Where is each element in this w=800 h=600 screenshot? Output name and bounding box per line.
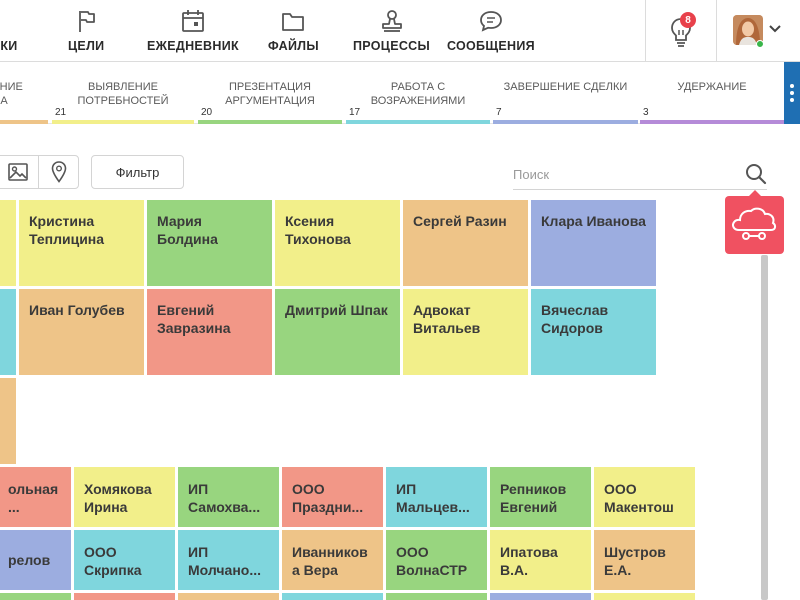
cloud-icon (732, 207, 777, 240)
nav-item-files[interactable]: ФАЙЛЫ (268, 8, 319, 58)
folder-icon (282, 13, 305, 31)
filter-button[interactable]: Фильтр (91, 155, 184, 189)
deal-card[interactable]: Ипатова В.А. (490, 530, 591, 590)
stage-color-strip (0, 120, 48, 124)
stage-label: ПРЕЗЕНТАЦИЯ АРГУМЕНТАЦИЯ (225, 81, 315, 107)
nav-label: СООБЩЕНИЯ (447, 39, 535, 53)
stage-count: 3 (643, 107, 649, 118)
stage-objections[interactable]: РАБОТА С ВОЗРАЖЕНИЯМИ 17 (346, 62, 490, 124)
nav-label: ЕЖЕДНЕВНИК (147, 39, 239, 53)
deal-card[interactable] (0, 593, 71, 600)
image-view-button[interactable] (0, 155, 39, 189)
deal-card[interactable]: ольная ... (0, 467, 71, 527)
divider (645, 0, 646, 62)
deal-card[interactable]: ИП Мальцев... (386, 467, 487, 527)
image-icon (7, 163, 28, 181)
deal-card[interactable]: ООО Праздни... (282, 467, 383, 527)
stage-label: ЗАВЕРШЕНИЕ СДЕЛКИ (503, 81, 628, 93)
stamp-icon (381, 10, 402, 32)
deal-card[interactable]: Дмитрий Шпак (275, 289, 400, 375)
stage-count: 17 (349, 107, 361, 118)
stage-count: 21 (55, 107, 67, 118)
deal-card[interactable]: Хомякова Ирина (74, 467, 175, 527)
deal-card[interactable]: ИП Молчано... (178, 530, 279, 590)
stage-qualification[interactable]: ЛЕНИЕ А (0, 62, 48, 124)
nav-item-planner[interactable]: ЕЖЕДНЕВНИК (147, 8, 239, 58)
deal-card[interactable] (0, 289, 16, 375)
stage-color-strip (493, 120, 638, 124)
nav-item-messages[interactable]: СООБЩЕНИЯ (447, 8, 535, 58)
cloud-sync-widget[interactable] (725, 190, 784, 254)
stage-label: ЛЕНИЕ А (0, 81, 23, 107)
stage-label: ВЫЯВЛЕНИЕ ПОТРЕБНОСТЕЙ (77, 81, 169, 107)
nav-label: ЦЕЛИ (68, 39, 105, 53)
deal-card[interactable] (386, 593, 487, 600)
deal-card[interactable]: Клара Иванова (531, 200, 656, 286)
deal-card[interactable]: Мария Болдина (147, 200, 272, 286)
stage-needs[interactable]: ВЫЯВЛЕНИЕ ПОТРЕБНОСТЕЙ 21 (52, 62, 194, 124)
deal-card[interactable]: Вячеслав Сидоров (531, 289, 656, 375)
stage-closing[interactable]: ЗАВЕРШЕНИЕ СДЕЛКИ 7 (493, 62, 638, 124)
avatar[interactable] (733, 15, 763, 45)
pipeline-stages: ЛЕНИЕ А ВЫЯВЛЕНИЕ ПОТРЕБНОСТЕЙ 21 ПРЕЗЕН… (0, 62, 784, 124)
stage-color-strip (346, 120, 490, 124)
deal-card[interactable]: Ксения Тихонова (275, 200, 400, 286)
deal-card[interactable]: Репников Евгений (490, 467, 591, 527)
chat-icon (480, 11, 502, 32)
deal-card[interactable] (0, 378, 16, 464)
stage-retention[interactable]: УДЕРЖАНИЕ 3 (640, 62, 784, 124)
deal-card[interactable]: ООО Макентош (594, 467, 695, 527)
notification-badge[interactable]: 8 (680, 12, 696, 28)
stage-color-strip (640, 120, 784, 124)
search-input[interactable] (513, 160, 733, 188)
deal-card[interactable]: Адвокат Витальев (403, 289, 528, 375)
online-status-dot (756, 40, 764, 48)
flag-icon (79, 11, 96, 32)
nav-label: ТКИ (0, 39, 18, 53)
search-icon[interactable] (744, 162, 768, 186)
stage-color-strip (52, 120, 194, 124)
deal-card[interactable] (490, 593, 591, 600)
stage-color-strip (198, 120, 342, 124)
vertical-scrollbar[interactable] (761, 255, 768, 600)
deal-card[interactable] (0, 200, 16, 286)
stage-count: 7 (496, 107, 502, 118)
deal-card[interactable]: Иван Голубев (19, 289, 144, 375)
nav-item-processes[interactable]: ПРОЦЕССЫ (353, 8, 430, 58)
top-navigation: ТКИ ЦЕЛИ ЕЖЕДНЕВНИК ФАЙЛЫ (0, 0, 800, 62)
user-photo-icon (733, 15, 763, 45)
deal-card[interactable]: ООО ВолнаСТР (386, 530, 487, 590)
deal-card[interactable] (74, 593, 175, 600)
deal-card[interactable]: Евгений Завразина (147, 289, 272, 375)
stage-label: УДЕРЖАНИЕ (677, 81, 747, 93)
search-box (513, 160, 767, 190)
nav-item-tasks[interactable]: ТКИ (0, 8, 18, 58)
deal-card[interactable]: Сергей Разин (403, 200, 528, 286)
deal-card[interactable]: Шустров Е.А. (594, 530, 695, 590)
chevron-down-icon[interactable] (768, 24, 782, 34)
nav-label: ПРОЦЕССЫ (353, 39, 431, 53)
deal-card[interactable]: Иванников а Вера (282, 530, 383, 590)
deal-card[interactable]: Кристина Теплицина (19, 200, 144, 286)
stage-presentation[interactable]: ПРЕЗЕНТАЦИЯ АРГУМЕНТАЦИЯ 20 (198, 62, 342, 124)
side-panel-toggle[interactable] (784, 62, 800, 124)
map-view-button[interactable] (38, 155, 79, 189)
stage-count: 20 (201, 107, 213, 118)
stage-label: РАБОТА С ВОЗРАЖЕНИЯМИ (370, 81, 466, 107)
deal-card[interactable]: релов (0, 530, 71, 590)
deal-card[interactable] (594, 593, 695, 600)
nav-item-goals[interactable]: ЦЕЛИ (68, 8, 104, 58)
location-pin-icon (51, 161, 66, 183)
deal-card[interactable]: ИП Самохва... (178, 467, 279, 527)
nav-label: ФАЙЛЫ (268, 39, 319, 53)
deal-card[interactable] (178, 593, 279, 600)
divider (716, 0, 717, 62)
calendar-icon (182, 10, 204, 32)
deal-card[interactable]: ООО Скрипка (74, 530, 175, 590)
deal-card[interactable] (282, 593, 383, 600)
